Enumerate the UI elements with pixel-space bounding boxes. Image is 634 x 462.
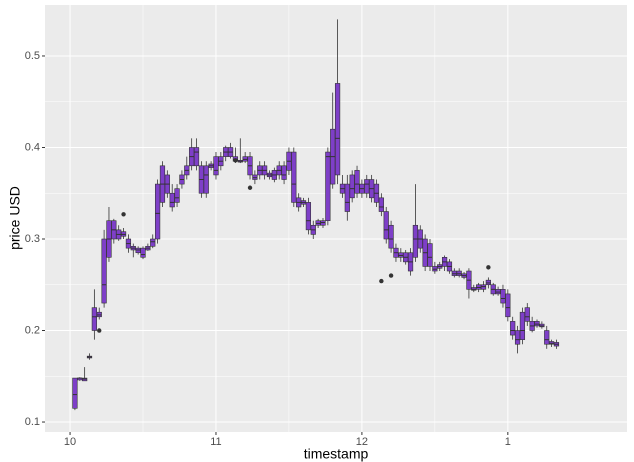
box	[325, 151, 331, 221]
box	[305, 202, 312, 231]
y-tick-label: 0.2	[25, 324, 40, 336]
plot-background	[45, 5, 627, 432]
box	[213, 156, 219, 176]
box	[383, 211, 389, 240]
outlier	[121, 212, 126, 217]
outlier	[247, 185, 253, 190]
box	[101, 238, 107, 304]
box	[72, 377, 78, 409]
box	[150, 238, 156, 247]
outlier	[379, 278, 384, 284]
box	[169, 192, 175, 208]
outlier	[388, 273, 394, 278]
y-tick-label: 0.3	[25, 233, 40, 245]
box	[505, 293, 511, 318]
box	[519, 311, 526, 340]
outlier	[97, 328, 102, 333]
box	[91, 307, 97, 331]
x-tick-label: 11	[210, 436, 221, 448]
box	[524, 307, 530, 322]
box	[291, 151, 297, 203]
x-tick-label: 1	[505, 436, 511, 448]
box	[140, 247, 146, 258]
box	[174, 188, 180, 203]
y-tick-label: 0.4	[25, 141, 40, 153]
box	[203, 165, 209, 194]
outlier	[486, 265, 491, 270]
box	[544, 330, 550, 345]
y-tick-label: 0.5	[25, 50, 40, 62]
box	[349, 174, 355, 199]
box	[344, 183, 350, 212]
box	[364, 179, 370, 194]
box	[514, 330, 521, 345]
y-axis-title: price USD	[7, 186, 23, 250]
box	[510, 321, 516, 336]
box	[193, 147, 200, 167]
x-tick-label: 10	[64, 436, 76, 448]
x-axis-title: timestamp	[304, 446, 369, 462]
box	[334, 83, 341, 176]
y-tick-label: 0.1	[25, 416, 40, 428]
outlier	[233, 158, 238, 163]
box	[427, 243, 433, 267]
box	[388, 224, 394, 249]
box	[281, 165, 287, 180]
x-tick-label: 12	[356, 436, 368, 448]
box	[154, 183, 161, 240]
box	[500, 289, 506, 304]
box	[354, 170, 360, 194]
box	[412, 224, 419, 258]
box	[378, 197, 384, 212]
